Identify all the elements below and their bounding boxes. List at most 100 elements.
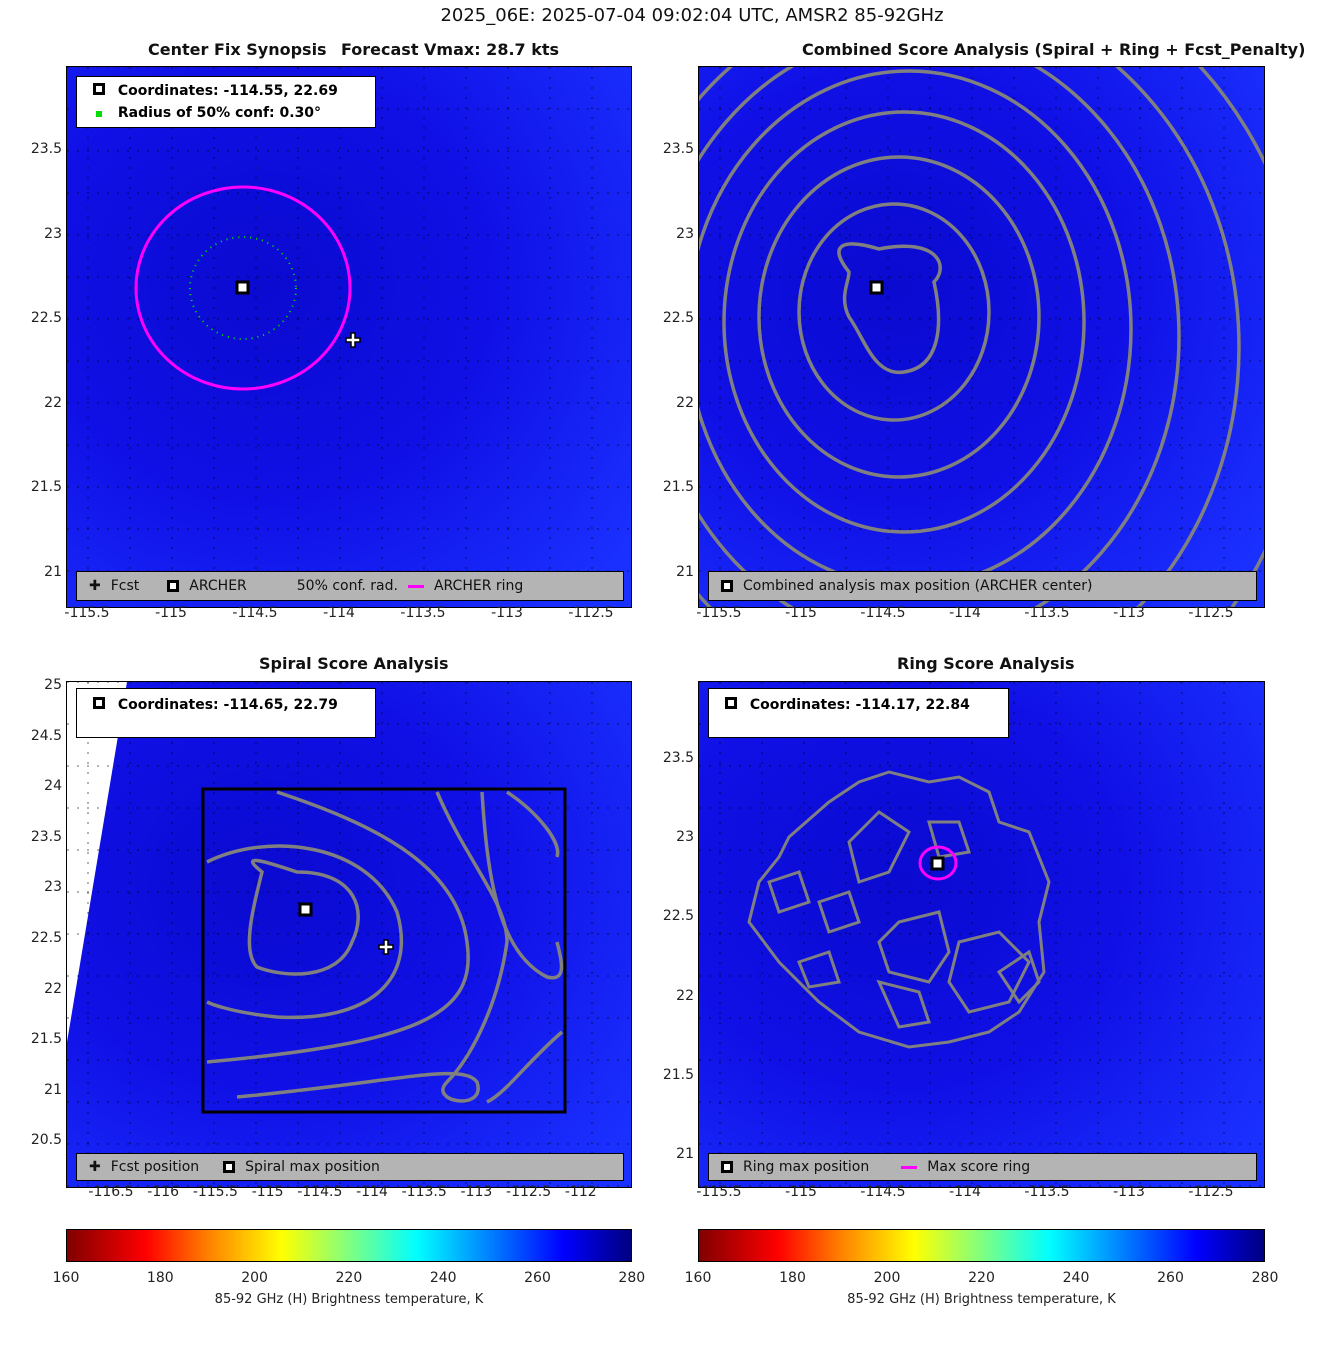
colorbar-tick-label: 260 xyxy=(1157,1270,1184,1286)
colorbar-tick-label: 200 xyxy=(873,1270,901,1286)
spiral-legend: ✚ Fcst position Spiral max position xyxy=(76,1153,624,1181)
y-tick-label: 21 xyxy=(44,564,62,580)
figure-title: 2025_06E: 2025-07-04 09:02:04 UTC, AMSR2… xyxy=(440,5,944,26)
legend-fcst: Fcst position xyxy=(110,1159,200,1175)
coords-text: Coordinates: -114.17, 22.84 xyxy=(749,697,970,713)
colorbar-tick-label: 180 xyxy=(779,1270,806,1286)
y-tick-label: 23.5 xyxy=(662,141,694,157)
x-tick-label: -115.5 xyxy=(696,1184,742,1200)
y-tick-label: 21.5 xyxy=(662,479,694,496)
y-tick-label: 22 xyxy=(676,987,694,1004)
x-tick-label: -113.5 xyxy=(400,605,446,621)
colorbar-label-right: 85-92 GHz (H) Brightness temperature, K xyxy=(847,1292,1116,1307)
x-tick-label: -113.5 xyxy=(401,1184,447,1200)
coords-text: Coordinates: -114.55, 22.69 xyxy=(117,83,338,99)
y-tick-label: 21 xyxy=(676,1146,694,1162)
x-tick-label: -113.5 xyxy=(1024,1184,1070,1200)
square-icon xyxy=(721,580,733,592)
ring-max-marker xyxy=(930,856,945,871)
archer-icon xyxy=(93,83,105,95)
ring-line-icon xyxy=(901,1165,918,1169)
x-tick-label: -116 xyxy=(147,1184,180,1200)
y-tick-label: 23 xyxy=(676,829,694,846)
y-tick-label: 21.5 xyxy=(30,479,62,496)
colorbar-tick-label: 180 xyxy=(146,1270,174,1286)
combined-title: Combined Score Analysis (Spiral + Ring +… xyxy=(802,40,1306,59)
x-tick-label: -114.5 xyxy=(297,1184,343,1200)
x-tick-label: -112.5 xyxy=(568,605,614,621)
square-icon xyxy=(167,580,180,592)
y-tick-label: 21.5 xyxy=(662,1066,694,1083)
legend-ring: ARCHER ring xyxy=(433,578,524,594)
fcst-marker xyxy=(345,332,361,348)
synopsis-map xyxy=(67,67,631,607)
x-tick-label: -112.5 xyxy=(506,1184,552,1200)
x-tick-label: -113 xyxy=(491,605,523,621)
y-tick-label: 21.5 xyxy=(30,1031,62,1048)
colorbar-tick-label: 200 xyxy=(241,1270,268,1286)
ring-info-box: Coordinates: -114.17, 22.84 xyxy=(708,688,1009,738)
spiral-info-box: Coordinates: -114.65, 22.79 xyxy=(76,688,376,738)
x-tick-label: -115 xyxy=(155,605,187,621)
fcst-marker xyxy=(378,939,394,955)
x-tick-label: -113 xyxy=(460,1184,493,1200)
x-tick-label: -114 xyxy=(949,605,981,621)
x-tick-label: -114.5 xyxy=(860,605,906,621)
y-tick-label: 23 xyxy=(676,225,694,242)
legend-combined: Combined analysis max position (ARCHER c… xyxy=(743,578,1093,594)
spiral-max-marker xyxy=(298,902,313,917)
x-tick-label: -115 xyxy=(785,605,817,621)
x-tick-label: -114.5 xyxy=(232,605,278,621)
y-tick-label: 22.5 xyxy=(662,310,694,327)
square-icon xyxy=(725,697,737,709)
x-tick-label: -112.5 xyxy=(1188,1184,1234,1200)
y-tick-label: 21 xyxy=(44,1081,62,1098)
y-tick-label: 24.5 xyxy=(30,727,62,744)
colorbar-label-left: 85-92 GHz (H) Brightness temperature, K xyxy=(214,1292,484,1307)
coords-text: Coordinates: -114.65, 22.79 xyxy=(117,697,338,713)
x-tick-label: -115.5 xyxy=(696,605,742,621)
legend-ring-max: Ring max position xyxy=(743,1159,870,1175)
conf-icon xyxy=(96,111,102,117)
colorbar-tick-label: 220 xyxy=(335,1270,363,1286)
synopsis-legend: ✚ Fcst ARCHER 50% conf. rad. ARCHER ring xyxy=(76,571,624,601)
combined-map xyxy=(699,67,1264,607)
ring-contours xyxy=(747,770,1051,1049)
y-tick-label: 22.5 xyxy=(30,930,62,946)
colorbar-tick-label: 160 xyxy=(684,1270,712,1286)
ring-panel: Coordinates: -114.17, 22.84 Ring max pos… xyxy=(698,681,1265,1188)
archer-center-marker xyxy=(235,280,250,295)
x-tick-label: -114 xyxy=(323,605,355,621)
x-tick-label: -114 xyxy=(949,1184,981,1200)
y-tick-label: 20.5 xyxy=(30,1132,62,1149)
y-tick-label: 22 xyxy=(676,394,694,411)
colorbar-tick-label: 260 xyxy=(524,1270,551,1286)
square-icon xyxy=(223,1161,236,1173)
y-tick-label: 23 xyxy=(44,879,62,896)
spiral-panel: Coordinates: -114.65, 22.79 ✚ Fcst positi… xyxy=(66,681,632,1188)
combined-max-marker xyxy=(869,280,884,295)
x-tick-label: -112.5 xyxy=(1188,605,1234,621)
synopsis-title: Center Fix Synopsis xyxy=(148,40,327,59)
colorbar-right xyxy=(698,1229,1265,1262)
colorbar-tick-label: 280 xyxy=(1251,1270,1279,1286)
colorbar-tick-label: 240 xyxy=(1062,1270,1090,1286)
y-tick-label: 22 xyxy=(44,394,62,411)
legend-archer: ARCHER xyxy=(189,578,247,594)
x-tick-label: -113 xyxy=(1113,605,1145,621)
y-tick-label: 23.5 xyxy=(30,828,62,845)
y-tick-label: 24 xyxy=(44,778,62,795)
ring-map xyxy=(699,682,1264,1187)
spiral-contours xyxy=(206,790,564,1104)
square-icon xyxy=(721,1161,733,1173)
y-tick-label: 22.5 xyxy=(662,908,694,925)
colorbar-tick-label: 220 xyxy=(968,1270,995,1286)
colorbar-left xyxy=(66,1229,632,1262)
legend-spiral: Spiral max position xyxy=(245,1159,380,1175)
synopsis-info-box: Coordinates: -114.55, 22.69 Radius of 50… xyxy=(76,76,376,128)
x-tick-label: -116.5 xyxy=(88,1184,134,1200)
spiral-map xyxy=(67,682,631,1187)
y-tick-label: 25 xyxy=(44,677,62,693)
legend-max-ring: Max score ring xyxy=(927,1159,1031,1175)
